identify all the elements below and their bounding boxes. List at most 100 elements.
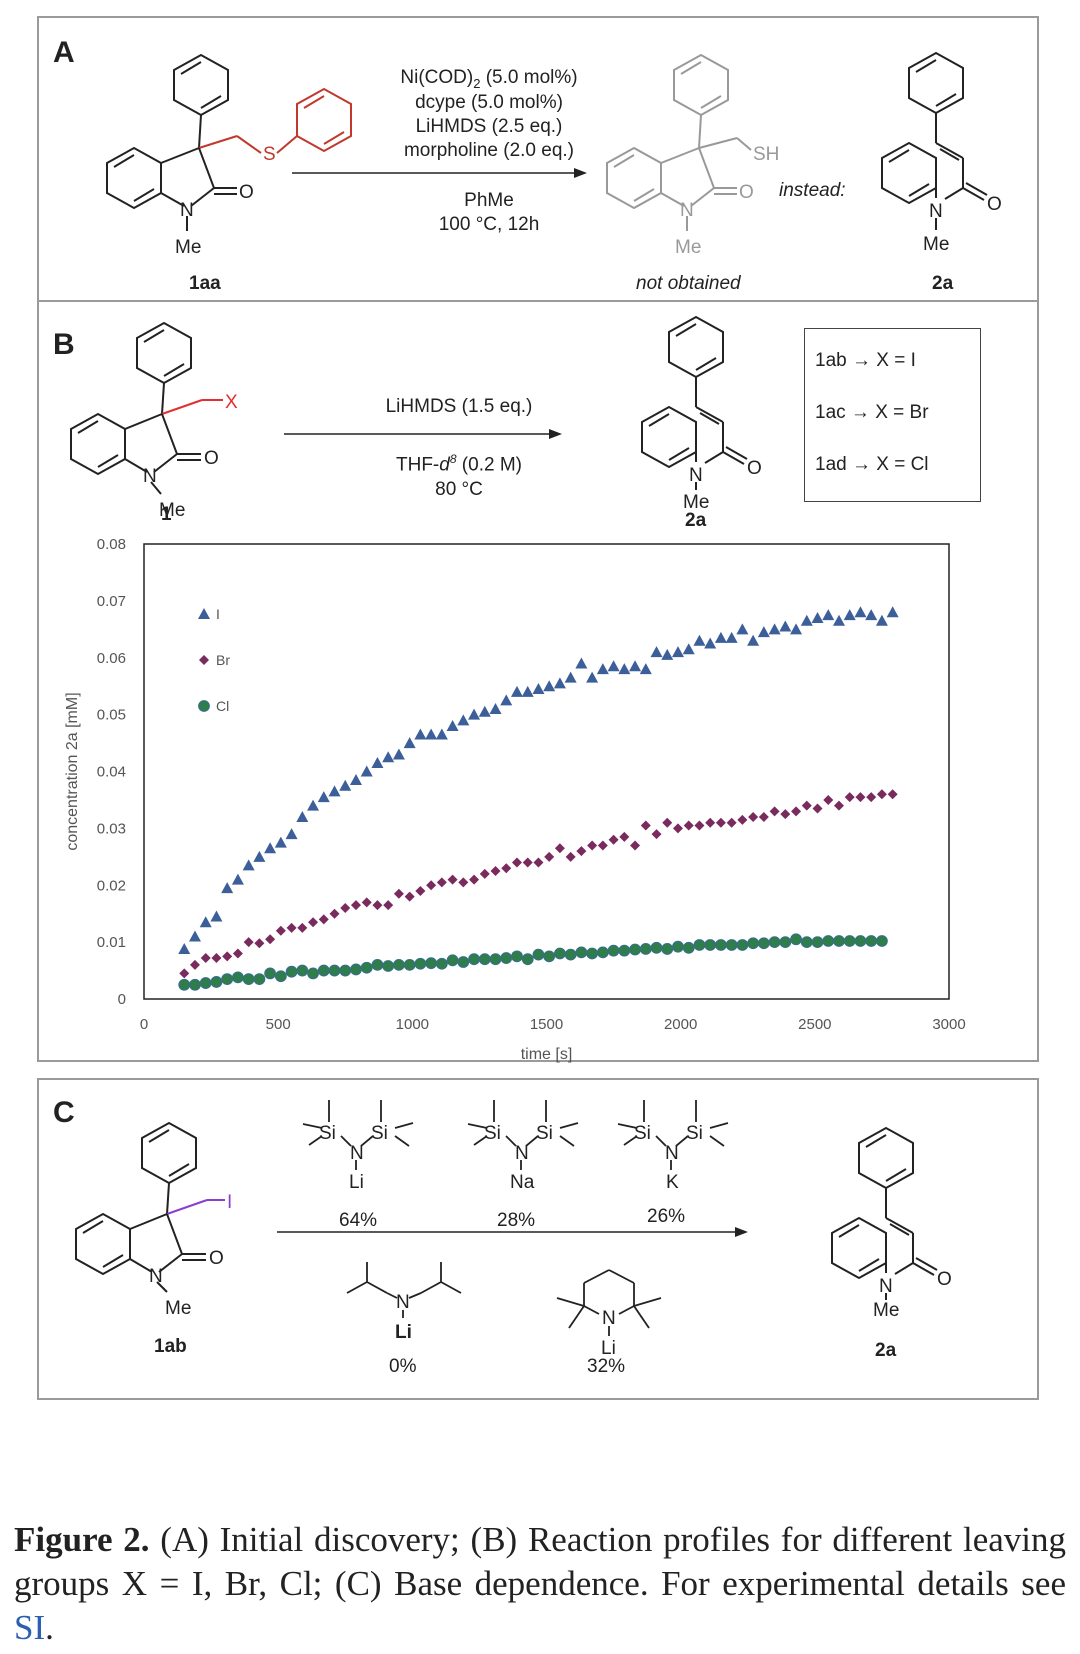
- data-point-cl: [843, 935, 856, 947]
- data-point-i: [822, 609, 835, 621]
- data-point-cl: [210, 976, 223, 988]
- data-point-br: [501, 863, 512, 874]
- data-point-cl: [328, 964, 341, 977]
- y-tick-label: 0.02: [97, 877, 126, 894]
- yield-lihmds: 64%: [339, 1210, 378, 1231]
- data-point-br: [479, 868, 490, 879]
- data-point-br: [587, 840, 598, 851]
- data-point-cl: [232, 971, 244, 984]
- data-point-br: [308, 917, 319, 928]
- data-point-br: [683, 820, 694, 831]
- data-point-i: [274, 836, 287, 848]
- y-tick-label: 0.04: [97, 764, 126, 781]
- x-axis-label: time [s]: [521, 1046, 573, 1063]
- data-point-cl: [790, 933, 802, 946]
- data-point-i: [564, 671, 577, 683]
- data-point-i: [639, 663, 652, 675]
- data-point-i: [242, 859, 255, 871]
- y-tick-label: 0: [118, 991, 126, 1008]
- data-point-br: [533, 857, 544, 868]
- data-point-br: [372, 900, 383, 911]
- plot-frame: [143, 543, 950, 1000]
- legend-marker-cl: [198, 700, 210, 712]
- data-point-cl: [736, 939, 749, 951]
- data-point-cl: [629, 943, 641, 956]
- data-point-cl: [382, 960, 395, 972]
- data-point-i: [382, 751, 395, 763]
- data-point-br: [812, 803, 823, 814]
- structure-2a-a: N O Me: [881, 51, 1002, 255]
- y-tick-label: 0.05: [97, 707, 126, 724]
- legend-marker-br: [199, 655, 209, 665]
- x-tick-label: 2000: [664, 1016, 697, 1033]
- atom-n-2a-c: N: [879, 1276, 893, 1297]
- data-point-br: [715, 817, 726, 828]
- label-2a-b: 2a: [685, 510, 707, 531]
- label-2a-c: 2a: [875, 1340, 897, 1361]
- data-point-i: [596, 663, 609, 675]
- atom-me-1: Me: [159, 500, 185, 521]
- data-point-i: [210, 910, 223, 922]
- atom-x: X: [225, 392, 238, 413]
- data-point-i: [403, 737, 416, 749]
- data-point-br: [447, 874, 458, 885]
- atom-o-1: O: [204, 448, 219, 469]
- atom-n-1: N: [143, 466, 157, 487]
- caption-end: .: [45, 1608, 54, 1647]
- data-point-br: [361, 897, 372, 908]
- data-point-i: [414, 728, 427, 740]
- base-khmds: Si N Si K: [617, 1100, 729, 1193]
- panel-c-label: C: [53, 1096, 75, 1129]
- base-metal-litmp: Li: [601, 1338, 616, 1359]
- data-point-cl: [661, 943, 674, 955]
- structure-1aa: S O N Me: [106, 53, 352, 258]
- figure-caption: Figure 2. (A) Initial discovery; (B) Rea…: [14, 1518, 1066, 1650]
- data-point-i: [188, 930, 201, 942]
- caption-si-link[interactable]: SI: [14, 1608, 46, 1647]
- data-point-i: [725, 631, 738, 643]
- atom-si-l2: Si: [484, 1123, 501, 1144]
- data-point-br: [340, 903, 351, 913]
- legend-1ad: 1ad → X = Cl: [815, 454, 929, 475]
- temperature-b: 80 °C: [435, 479, 483, 500]
- data-point-i: [747, 634, 760, 646]
- data-point-br: [554, 843, 565, 854]
- data-point-cl: [253, 973, 266, 985]
- reagent-lihmds-b: LiHMDS (1.5 eq.): [385, 396, 533, 417]
- data-point-cl: [650, 941, 663, 954]
- data-point-cl: [446, 954, 459, 967]
- data-point-cl: [564, 948, 577, 961]
- data-point-cl: [393, 958, 405, 971]
- data-point-br: [232, 948, 243, 959]
- data-point-br: [490, 866, 501, 877]
- data-point-cl: [457, 956, 470, 968]
- data-point-br: [876, 789, 887, 800]
- data-point-i: [457, 714, 470, 726]
- panel-b: B X O N Me 1 LiHMDS (1.5 eq.) THF-d8 (0.…: [37, 300, 1039, 1063]
- data-point-cl: [296, 964, 309, 977]
- data-point-i: [328, 785, 341, 797]
- data-point-br: [318, 914, 329, 925]
- data-point-i: [768, 623, 781, 635]
- data-point-cl: [425, 957, 438, 970]
- data-point-br: [630, 840, 641, 851]
- structure-thiol: SH O N Me: [606, 53, 779, 258]
- data-point-cl: [747, 937, 760, 950]
- data-point-br: [383, 900, 394, 911]
- legend-1ab: 1ab → X = I: [815, 350, 916, 371]
- data-point-br: [672, 823, 683, 834]
- yield-nahmds: 28%: [497, 1210, 536, 1231]
- data-point-br: [426, 880, 437, 891]
- structure-1ab: I O N Me: [75, 1121, 232, 1319]
- data-point-cl: [221, 973, 234, 985]
- atom-n: N: [180, 200, 194, 221]
- atom-si-r3: Si: [686, 1123, 703, 1144]
- base-lihmds: Si N Si Li: [302, 1100, 414, 1193]
- data-point-i: [875, 614, 888, 626]
- data-point-br: [705, 817, 716, 828]
- data-point-i: [296, 811, 309, 822]
- data-point-br: [179, 968, 190, 979]
- leaving-group-legend: 1ab → X = I 1ac → X = Br 1ad → X = Cl: [804, 328, 981, 502]
- data-point-cl: [543, 950, 556, 963]
- data-point-br: [651, 829, 662, 840]
